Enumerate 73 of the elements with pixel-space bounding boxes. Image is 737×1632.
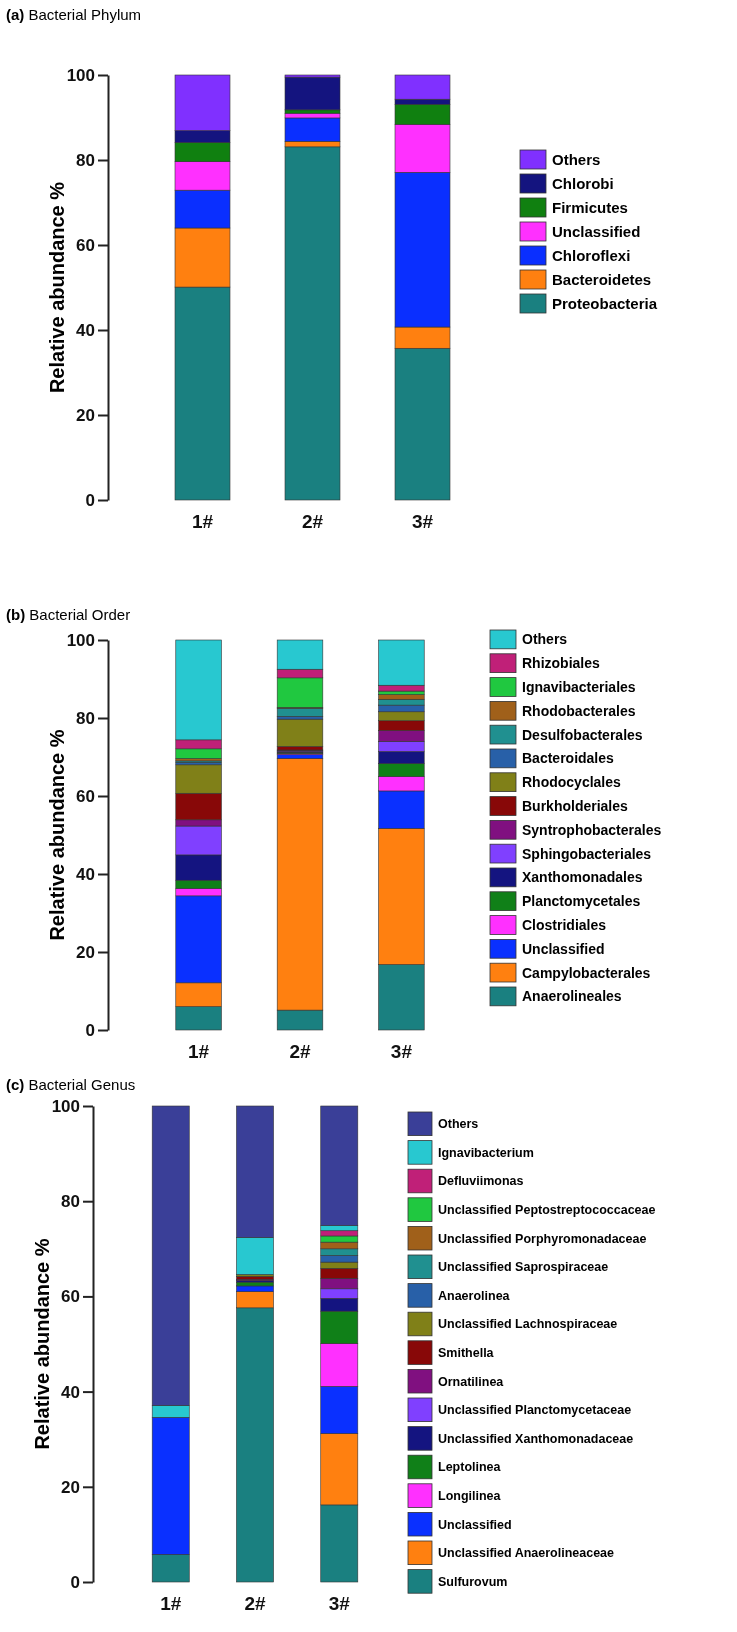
y-tick-label: 0 xyxy=(85,1020,95,1040)
chart-title: (c) Bacterial Genus xyxy=(6,1076,136,1093)
legend-label: Others xyxy=(522,631,568,648)
legend-label: Desulfobacterales xyxy=(522,726,643,743)
legend-label: Sphingobacteriales xyxy=(522,845,652,862)
x-tick-label: 1# xyxy=(160,1592,182,1614)
legend-label: Bacteroidetes xyxy=(552,270,652,288)
legend-label: Defluviimonas xyxy=(438,1174,524,1189)
x-tick-label: 2# xyxy=(301,510,324,532)
x-tick-label: 2# xyxy=(244,1592,266,1614)
y-axis-title: Relative abundance % xyxy=(46,181,68,394)
chart-title: (b) Bacterial Order xyxy=(6,606,131,623)
legend-label: Ignavibacteriales xyxy=(522,678,636,695)
legend-label: Unclassified xyxy=(522,940,605,957)
legend-label: Unclassified xyxy=(552,222,641,240)
legend-label: Planctomycetales xyxy=(522,893,641,910)
legend-label: Anaerolinea xyxy=(438,1288,511,1303)
x-tick-label: 1# xyxy=(191,510,214,532)
legend-label: Unclassified Xanthomonadaceae xyxy=(438,1431,634,1446)
legend-label: Xanthomonadales xyxy=(522,869,643,886)
legend-label: Clostridiales xyxy=(522,916,607,933)
legend-label: Others xyxy=(438,1117,479,1132)
y-tick-label: 80 xyxy=(76,708,95,728)
y-tick-label: 20 xyxy=(76,405,95,425)
legend-label: Longilinea xyxy=(438,1488,502,1503)
y-tick-label: 80 xyxy=(76,150,95,170)
legend-label: Unclassified Lachnospiraceae xyxy=(438,1317,618,1332)
legend-label: Ornatilinea xyxy=(438,1374,505,1389)
legend-label: Proteobacteria xyxy=(552,294,658,312)
legend-label: Rhodobacterales xyxy=(522,702,636,719)
y-tick-label: 0 xyxy=(70,1572,80,1592)
x-tick-label: 2# xyxy=(289,1040,311,1062)
legend-label: Bacteroidales xyxy=(522,750,615,767)
y-tick-label: 80 xyxy=(61,1192,80,1212)
x-tick-label: 3# xyxy=(328,1592,351,1614)
chart-title: (a) Bacterial Phylum xyxy=(6,6,142,23)
legend-label: Unclassified Porphyromonadaceae xyxy=(438,1231,647,1246)
y-tick-label: 40 xyxy=(76,864,95,884)
x-tick-label: 3# xyxy=(411,510,434,532)
y-axis-title: Relative abundance % xyxy=(46,729,68,941)
legend-label: Unclassified Planctomycetaceae xyxy=(438,1403,632,1418)
y-tick-label: 20 xyxy=(76,942,95,962)
legend-label: Leptolinea xyxy=(438,1460,502,1475)
y-tick-label: 40 xyxy=(61,1382,80,1402)
y-tick-label: 100 xyxy=(66,65,95,85)
y-tick-label: 60 xyxy=(76,235,95,255)
legend-label: Smithella xyxy=(438,1345,495,1360)
legend-label: Chloroflexi xyxy=(552,246,631,264)
legend-label: Unclassified xyxy=(438,1517,512,1532)
legend-label: Ignavibacterium xyxy=(438,1145,534,1160)
legend-label: Unclassified Peptostreptococcaceae xyxy=(438,1202,656,1217)
legend-label: Sulfurovum xyxy=(438,1574,508,1589)
legend-label: Rhizobiales xyxy=(522,655,601,672)
legend-label: Anaerolineales xyxy=(522,988,622,1005)
x-tick-label: 3# xyxy=(390,1040,413,1062)
y-axis-title: Relative abundance % xyxy=(31,1238,53,1450)
legend-label: Rhodocyclales xyxy=(522,774,622,791)
y-tick-label: 0 xyxy=(85,490,95,510)
x-tick-label: 1# xyxy=(188,1040,210,1062)
legend-label: Firmicutes xyxy=(552,198,628,216)
y-tick-label: 100 xyxy=(51,1096,80,1116)
legend-label: Campylobacterales xyxy=(522,964,651,981)
y-tick-label: 60 xyxy=(61,1287,80,1307)
legend-label: Unclassified Saprospiraceae xyxy=(438,1260,609,1275)
legend-label: Chlorobi xyxy=(552,174,614,192)
legend-label: Unclassified Anaerolineaceae xyxy=(438,1546,615,1561)
legend-label: Syntrophobacterales xyxy=(522,821,662,838)
legend-label: Burkholderiales xyxy=(522,797,629,814)
y-tick-label: 40 xyxy=(76,320,95,340)
legend-label: Others xyxy=(552,150,601,168)
y-tick-label: 100 xyxy=(66,630,95,650)
y-tick-label: 60 xyxy=(76,786,95,806)
y-tick-label: 20 xyxy=(61,1477,80,1497)
